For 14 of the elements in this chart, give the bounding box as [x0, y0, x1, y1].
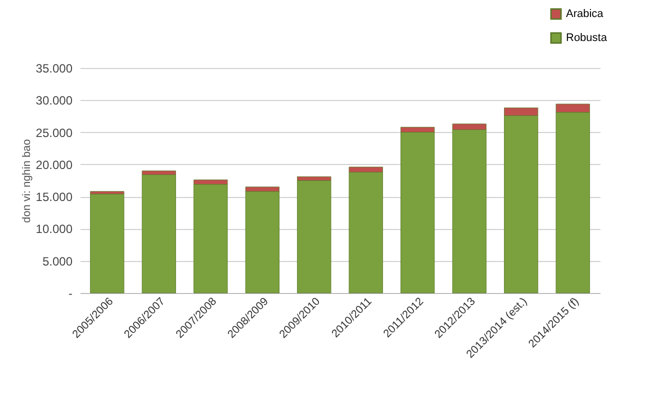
- legend-label: Robusta: [566, 32, 608, 44]
- y-tick-label: 35.000: [36, 62, 73, 76]
- y-tick-label: 5.000: [42, 254, 73, 268]
- y-tick-label: 25.000: [36, 126, 73, 140]
- y-tick-label: -: [68, 286, 72, 300]
- y-tick-label: 20.000: [36, 158, 73, 172]
- bar: [142, 174, 176, 294]
- bar: [297, 180, 332, 294]
- y-axis-title: don vi: nghin bao: [20, 139, 33, 223]
- y-tick-label: 10.000: [36, 222, 73, 236]
- y-tick-label: 15.000: [36, 190, 73, 204]
- bar: [90, 194, 124, 294]
- legend-label: Arabica: [566, 8, 604, 20]
- y-tick-label: 30.000: [36, 94, 73, 108]
